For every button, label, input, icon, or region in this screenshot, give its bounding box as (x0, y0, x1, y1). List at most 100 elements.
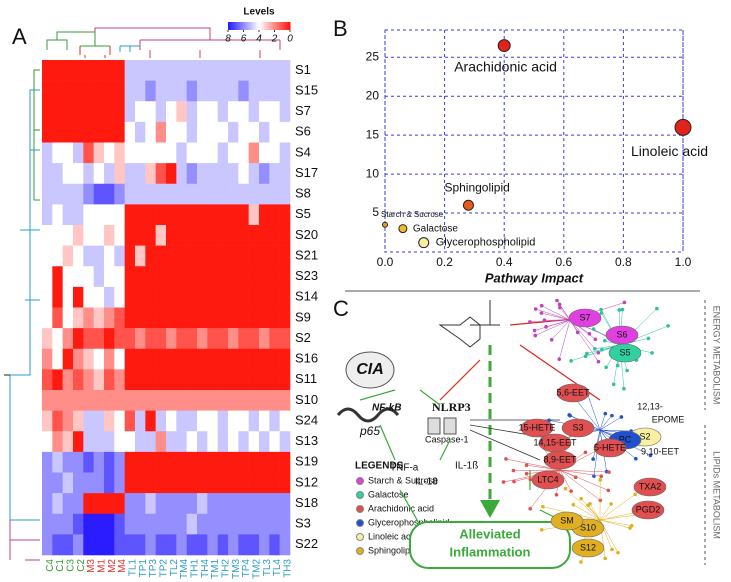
heat-cell (228, 369, 239, 391)
heat-cell (124, 101, 136, 123)
heat-cell (248, 369, 260, 391)
heat-cell (73, 431, 84, 453)
network-node (583, 450, 588, 455)
heat-cell (52, 472, 63, 494)
heat-cell (166, 390, 177, 411)
heat-cell (238, 204, 249, 226)
point-label: Glycerophospholipid (436, 237, 536, 249)
row-label: S21 (295, 247, 318, 262)
network-edge (559, 469, 601, 501)
heat-cell (114, 328, 125, 350)
heat-cell (166, 163, 177, 185)
heat-cell (207, 534, 218, 556)
heat-cell (73, 121, 84, 143)
heat-cell (52, 369, 63, 391)
heat-cell (166, 369, 177, 391)
network-edge (529, 319, 571, 323)
heat-cell (83, 493, 94, 515)
heat-cell (83, 121, 94, 143)
heat-cell (238, 328, 249, 350)
network-node (646, 336, 651, 341)
heat-cell (155, 493, 167, 515)
heat-cell (114, 183, 125, 205)
node-label: 5-HETE (594, 442, 626, 452)
heat-cell (93, 431, 105, 453)
heat-cell (155, 369, 167, 391)
heat-cell (176, 534, 187, 556)
network-node (532, 328, 537, 333)
network-node (616, 550, 620, 555)
heat-cell (114, 369, 125, 391)
network-node (666, 324, 670, 328)
heat-cell (145, 410, 156, 432)
heat-cell (52, 60, 63, 81)
heat-cell (279, 183, 291, 205)
heat-cell (124, 431, 136, 453)
network-node (539, 528, 544, 532)
heat-cell (228, 390, 239, 411)
node-label: 5,6-EET (556, 387, 590, 397)
heat-cell (73, 369, 84, 391)
colorbar-tick-label: 4 (256, 34, 262, 45)
heat-cell (42, 348, 53, 370)
heat-cell (166, 204, 177, 226)
colorbar-step (231, 22, 234, 30)
heat-cell (248, 307, 260, 329)
heat-cell (62, 328, 74, 350)
row-label: S14 (295, 289, 318, 304)
heat-cell (238, 286, 249, 308)
heat-cell (135, 163, 146, 185)
column-label: M4 (117, 559, 128, 573)
heat-cell (52, 80, 63, 102)
heat-cell (73, 80, 84, 102)
heat-cell (52, 121, 63, 143)
heat-cell (83, 225, 94, 246)
heat-cell (197, 369, 208, 391)
network-node (557, 357, 562, 361)
heat-cell (197, 472, 208, 494)
heat-cell (259, 163, 270, 185)
heat-cell (83, 431, 94, 453)
heat-cell (279, 431, 291, 453)
colorbar-step (260, 22, 263, 30)
colorbar-step (280, 22, 283, 30)
colorbar-step (240, 22, 243, 30)
heat-cell (83, 369, 94, 391)
heat-cell (238, 101, 249, 123)
heat-cell (248, 451, 260, 473)
heat-cell (248, 225, 260, 246)
network-node (598, 498, 603, 503)
heat-cell (104, 390, 115, 411)
row-label: S3 (295, 516, 311, 531)
heat-cell (62, 204, 74, 226)
heat-cell (93, 534, 105, 556)
outcome-box (409, 521, 571, 569)
network-node (544, 325, 548, 329)
heat-cell (124, 204, 136, 226)
label: NF-kB (372, 403, 401, 414)
legend-label: Arachidonic acid (368, 503, 434, 513)
heat-cell (197, 307, 208, 329)
heat-cell (155, 390, 167, 411)
heat-cell (135, 513, 146, 535)
heat-cell (73, 60, 84, 81)
legend-dot (356, 547, 364, 555)
heat-cell (155, 245, 167, 267)
heat-cell (62, 369, 74, 391)
heat-cell (248, 390, 260, 411)
heat-cell (62, 183, 74, 205)
network-hub (631, 500, 665, 520)
network-node (539, 303, 544, 308)
network-node (596, 359, 601, 364)
colorbar-step (232, 22, 235, 30)
heat-cell (186, 472, 198, 494)
heat-cell (186, 390, 198, 411)
heat-cell (217, 101, 229, 123)
bubble (382, 221, 388, 228)
heat-cell (176, 101, 187, 123)
heat-cell (228, 101, 239, 123)
row-label: S4 (295, 144, 311, 159)
icon (427, 417, 441, 435)
heat-cell (207, 472, 218, 494)
colorbar-step (274, 22, 277, 30)
